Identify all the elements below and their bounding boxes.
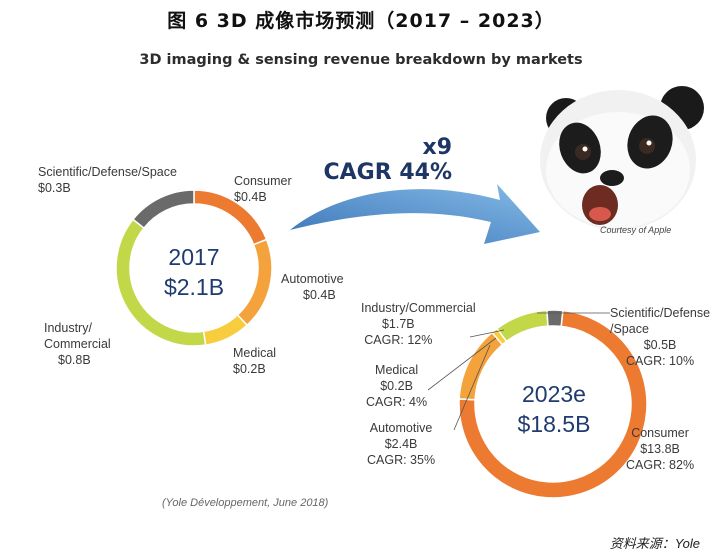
panda-memoji-image	[540, 86, 704, 230]
label-name: Industry/Commercial	[361, 301, 476, 315]
growth-multiplier: x9	[422, 135, 453, 160]
label-value: $0.2B	[380, 379, 413, 393]
total-label-2023: $18.5B	[517, 411, 591, 437]
label-name: Automotive	[281, 272, 344, 286]
center-label-2023: 2023e $18.5B	[504, 379, 604, 439]
label-name: Consumer	[234, 174, 292, 188]
label-name: Medical	[375, 363, 419, 377]
label-value: $0.5B	[643, 338, 677, 352]
label-2023-medical: Medical $0.2B CAGR: 4%	[366, 362, 427, 410]
label-2023-industry: Industry/Commercial $1.7B CAGR: 12%	[361, 300, 476, 348]
data-source: 资料来源：Yole	[609, 536, 700, 551]
label-2017-scientific: Scientific/Defense/Space $0.3B	[38, 164, 177, 196]
donut-slice-scientific-defense-space	[546, 309, 564, 328]
label-name: Scientific/Defense/Space	[38, 165, 177, 179]
growth-arrow	[290, 184, 540, 244]
donut-slice-medical	[202, 313, 249, 346]
label-cagr: CAGR: 4%	[366, 395, 428, 409]
label-cagr: CAGR: 82%	[626, 458, 695, 472]
courtesy-caption: Courtesy of Apple	[600, 225, 672, 235]
label-value: $2.4B	[384, 437, 418, 451]
label-value: $0.2B	[233, 362, 266, 376]
label-value: $13.8B	[640, 442, 680, 456]
chart-title: 3D imaging & sensing revenue breakdown b…	[139, 52, 583, 68]
label-name: Commercial	[44, 337, 111, 351]
center-label-2017: 2017 $2.1B	[144, 242, 244, 302]
label-value: $0.8B	[58, 353, 91, 367]
label-name: Consumer	[631, 426, 689, 440]
figure-title: 图 6 3D 成像市场预测（2017 – 2023）	[167, 10, 555, 32]
donut-slice-scientific-defense-space	[131, 189, 195, 230]
donut-2017	[115, 189, 273, 347]
donut-slice-industry-commercial	[495, 309, 549, 343]
label-value: $0.4B	[303, 288, 336, 302]
label-name: Medical	[233, 346, 277, 360]
label-2023-automotive: Automotive $2.4B CAGR: 35%	[367, 420, 435, 468]
label-2017-medical: Medical $0.2B	[233, 345, 276, 377]
label-name: Automotive	[369, 421, 433, 435]
label-2017-industry: Industry/ Commercial $0.8B	[44, 320, 111, 368]
year-label-2017: 2017	[168, 244, 220, 270]
label-2017-automotive: Automotive $0.4B	[281, 271, 344, 303]
label-value: $0.4B	[234, 190, 267, 204]
label-cagr: CAGR: 12%	[364, 333, 433, 347]
total-label-2017: $2.1B	[163, 274, 225, 300]
label-value: $0.3B	[38, 181, 71, 195]
label-2017-consumer: Consumer $0.4B	[234, 173, 292, 205]
label-cagr: CAGR: 10%	[625, 354, 695, 368]
label-2023-scientific: Scientific/Defense /Space $0.5B CAGR: 10…	[610, 305, 710, 369]
donut-slice-consumer	[458, 309, 648, 499]
label-name: /Space	[610, 322, 649, 336]
growth-cagr: CAGR 44%	[323, 160, 453, 185]
label-value: $1.7B	[381, 317, 415, 331]
leader-lines-2023	[427, 312, 610, 431]
year-label-2023: 2023e	[522, 381, 586, 407]
source-note: (Yole Développement, June 2018)	[162, 497, 329, 509]
label-2023-consumer: Consumer $13.8B CAGR: 82%	[626, 425, 694, 473]
growth-callout: x9 CAGR 44%	[312, 135, 453, 186]
label-cagr: CAGR: 35%	[367, 453, 436, 467]
label-name: Scientific/Defense	[610, 306, 711, 320]
label-name: Industry/	[44, 321, 92, 335]
